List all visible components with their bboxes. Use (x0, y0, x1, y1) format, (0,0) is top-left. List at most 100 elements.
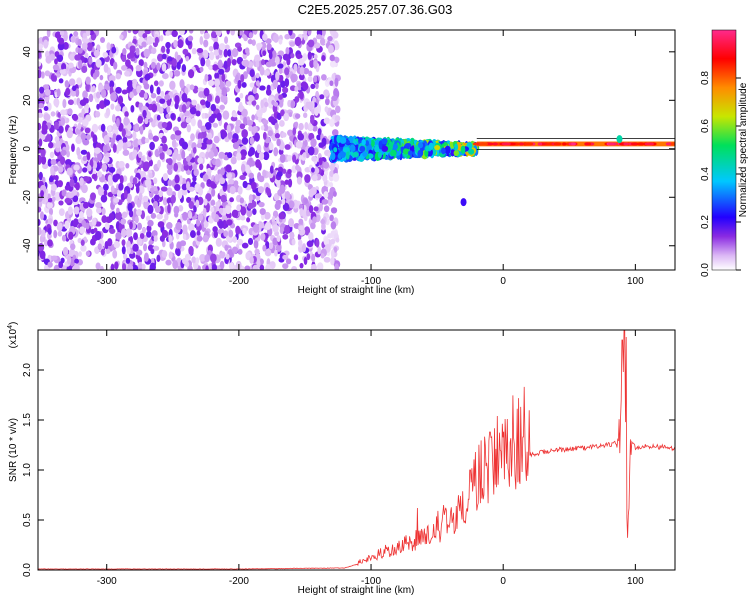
heat-cell (93, 227, 98, 233)
heat-cell (332, 190, 337, 197)
heat-cell (266, 188, 271, 197)
heat-cell (223, 230, 229, 238)
heat-cell (237, 46, 243, 52)
heat-cell (315, 193, 323, 199)
heat-cell (77, 122, 82, 130)
heat-cell (248, 194, 253, 203)
heat-cell (73, 206, 80, 215)
heat-cell (171, 30, 178, 38)
heat-cell (468, 148, 475, 155)
heat-cell (334, 263, 340, 270)
heat-cell (202, 207, 207, 217)
heat-cell (141, 136, 147, 145)
heat-cell (53, 75, 57, 82)
heat-cell (330, 238, 336, 245)
heat-cell (53, 98, 60, 107)
heat-cell (73, 164, 80, 171)
heat-cell (174, 174, 180, 184)
heat-cell (116, 207, 120, 213)
heat-cell (274, 202, 281, 210)
heat-cell (205, 58, 211, 68)
heat-cell (228, 229, 234, 238)
heat-cell (149, 262, 156, 270)
heat-cell (151, 230, 158, 237)
heat-cell (114, 104, 122, 112)
heat-cell (161, 121, 168, 129)
heat-cell (323, 161, 330, 169)
top-y-tick-label: 0 (22, 146, 33, 152)
heat-cell (123, 116, 130, 126)
heat-cell (54, 174, 59, 181)
heat-cell (121, 65, 128, 71)
heat-cell (216, 112, 222, 121)
heat-cell (160, 90, 165, 99)
heat-cell (64, 220, 70, 230)
heat-cell (247, 39, 253, 45)
heat-cell (185, 55, 190, 62)
heat-cell (177, 39, 184, 49)
heat-cell (279, 120, 285, 127)
heat-cell (326, 192, 334, 200)
heat-cell (279, 74, 284, 82)
heat-cell (176, 241, 182, 251)
bottom-x-tick-label: -200 (229, 576, 249, 587)
heat-cell (173, 205, 180, 215)
top-y-tick-label: 40 (22, 46, 33, 58)
heat-cell (267, 130, 273, 137)
heat-cell (192, 240, 197, 247)
heat-cell (102, 144, 108, 154)
heat-cell (288, 30, 293, 36)
heat-cell (135, 184, 140, 194)
heat-cell (68, 62, 74, 69)
heat-cell (378, 140, 383, 150)
heat-cell (78, 211, 84, 219)
heat-cell (77, 117, 83, 123)
heat-cell (217, 59, 223, 69)
top-plot-frame (37, 29, 676, 271)
heat-cell (62, 246, 69, 257)
bottom-x-tick-label: -300 (97, 576, 117, 587)
heat-cell (196, 142, 202, 149)
heat-cell (145, 111, 152, 120)
heat-cell (167, 204, 171, 214)
heat-cell (245, 47, 250, 54)
heat-cell (188, 186, 195, 192)
heat-cell (224, 44, 230, 50)
heat-cell (124, 111, 129, 118)
bottom-y-tick-label: 0.0 (22, 563, 33, 577)
heat-feature (616, 135, 623, 144)
heat-cell (67, 108, 73, 115)
heat-cell (138, 151, 143, 159)
heat-cell (51, 183, 57, 192)
heat-cell (85, 250, 91, 257)
heat-cell (190, 133, 195, 142)
heat-cell (121, 128, 126, 138)
heat-cell (294, 96, 300, 103)
heat-cell (133, 208, 138, 218)
heat-cell (303, 30, 308, 36)
heat-cell (95, 91, 101, 99)
heat-cell (138, 261, 143, 269)
heat-cell (66, 150, 70, 158)
heat-cell (321, 198, 329, 205)
heat-cell (303, 226, 311, 236)
heat-cell (135, 64, 142, 72)
heat-cell (74, 54, 81, 61)
heat-cell (181, 64, 187, 73)
heat-cell (152, 135, 159, 142)
heat-cell (236, 152, 242, 161)
heat-cell (330, 257, 335, 266)
heat-cell (134, 123, 140, 133)
heat-cell (79, 226, 86, 234)
heat-cell (137, 115, 144, 124)
heat-cell (128, 209, 134, 218)
heat-cell (168, 234, 173, 244)
heat-cell (77, 59, 83, 69)
heat-cell (80, 244, 87, 252)
heat-cell (259, 264, 265, 270)
heat-cell (129, 50, 135, 59)
heat-cell (310, 167, 315, 173)
heat-cell (64, 158, 72, 166)
heat-cell (165, 259, 172, 266)
heat-cell (103, 189, 108, 196)
